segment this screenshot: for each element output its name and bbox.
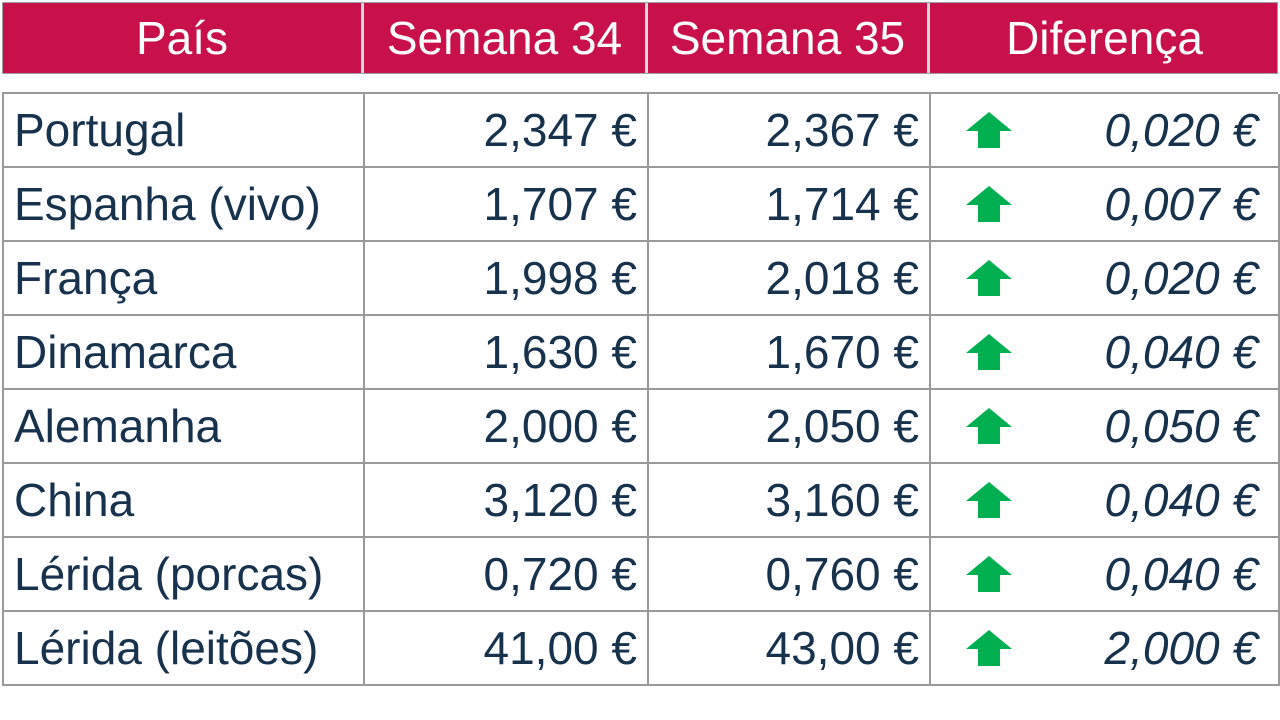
country-cell: França bbox=[4, 242, 365, 316]
up-arrow-icon bbox=[965, 555, 1013, 593]
country-cell: Lérida (leitões) bbox=[4, 612, 365, 686]
header-week-34: Semana 34 bbox=[364, 3, 648, 73]
difference-cell: 0,040 € bbox=[931, 316, 1280, 390]
header-difference: Diferença bbox=[1006, 12, 1203, 64]
week-35-cell: 2,018 € bbox=[649, 242, 931, 316]
country-cell: China bbox=[4, 464, 365, 538]
week-35-cell: 3,160 € bbox=[649, 464, 931, 538]
header-week-35: Semana 35 bbox=[648, 3, 930, 73]
difference-value: 0,020 € bbox=[1104, 252, 1258, 304]
week-34-cell: 1,630 € bbox=[365, 316, 649, 390]
difference-cell: 2,000 € bbox=[931, 612, 1280, 686]
week-34-cell: 3,120 € bbox=[365, 464, 649, 538]
up-arrow-icon bbox=[965, 259, 1013, 297]
difference-value: 0,040 € bbox=[1104, 548, 1258, 600]
week-35-cell: 1,670 € bbox=[649, 316, 931, 390]
country-cell: Dinamarca bbox=[4, 316, 365, 390]
week-34-cell: 1,707 € bbox=[365, 168, 649, 242]
difference-cell: 0,020 € bbox=[931, 242, 1280, 316]
difference-cell: 0,040 € bbox=[931, 464, 1280, 538]
difference-cell: 0,007 € bbox=[931, 168, 1280, 242]
up-arrow-icon bbox=[965, 629, 1013, 667]
difference-cell: 0,020 € bbox=[931, 94, 1280, 168]
week-34-cell: 41,00 € bbox=[365, 612, 649, 686]
difference-cell: 0,040 € bbox=[931, 538, 1280, 612]
price-table: Portugal 2,347 €2,367 € 0,020 € Espanha (v… bbox=[2, 92, 1280, 686]
difference-value: 0,040 € bbox=[1104, 474, 1258, 526]
country-cell: Portugal bbox=[4, 94, 365, 168]
difference-value: 2,000 € bbox=[1104, 622, 1258, 674]
up-arrow-icon bbox=[965, 111, 1013, 149]
week-35-cell: 43,00 € bbox=[649, 612, 931, 686]
up-arrow-icon bbox=[965, 407, 1013, 445]
up-arrow-icon bbox=[965, 333, 1013, 371]
week-35-cell: 0,760 € bbox=[649, 538, 931, 612]
difference-value: 0,040 € bbox=[1104, 326, 1258, 378]
week-34-cell: 2,000 € bbox=[365, 390, 649, 464]
country-cell: Alemanha bbox=[4, 390, 365, 464]
difference-value: 0,007 € bbox=[1104, 178, 1258, 230]
table-header: País Semana 34 Semana 35 Diferença bbox=[2, 2, 1278, 74]
up-arrow-icon bbox=[965, 481, 1013, 519]
difference-value: 0,050 € bbox=[1104, 400, 1258, 452]
week-35-cell: 2,367 € bbox=[649, 94, 931, 168]
country-cell: Lérida (porcas) bbox=[4, 538, 365, 612]
week-34-cell: 2,347 € bbox=[365, 94, 649, 168]
difference-value: 0,020 € bbox=[1104, 104, 1258, 156]
week-34-cell: 0,720 € bbox=[365, 538, 649, 612]
header-country: País bbox=[3, 3, 364, 73]
week-35-cell: 1,714 € bbox=[649, 168, 931, 242]
country-cell: Espanha (vivo) bbox=[4, 168, 365, 242]
week-35-cell: 2,050 € bbox=[649, 390, 931, 464]
up-arrow-icon bbox=[965, 185, 1013, 223]
week-34-cell: 1,998 € bbox=[365, 242, 649, 316]
difference-cell: 0,050 € bbox=[931, 390, 1280, 464]
